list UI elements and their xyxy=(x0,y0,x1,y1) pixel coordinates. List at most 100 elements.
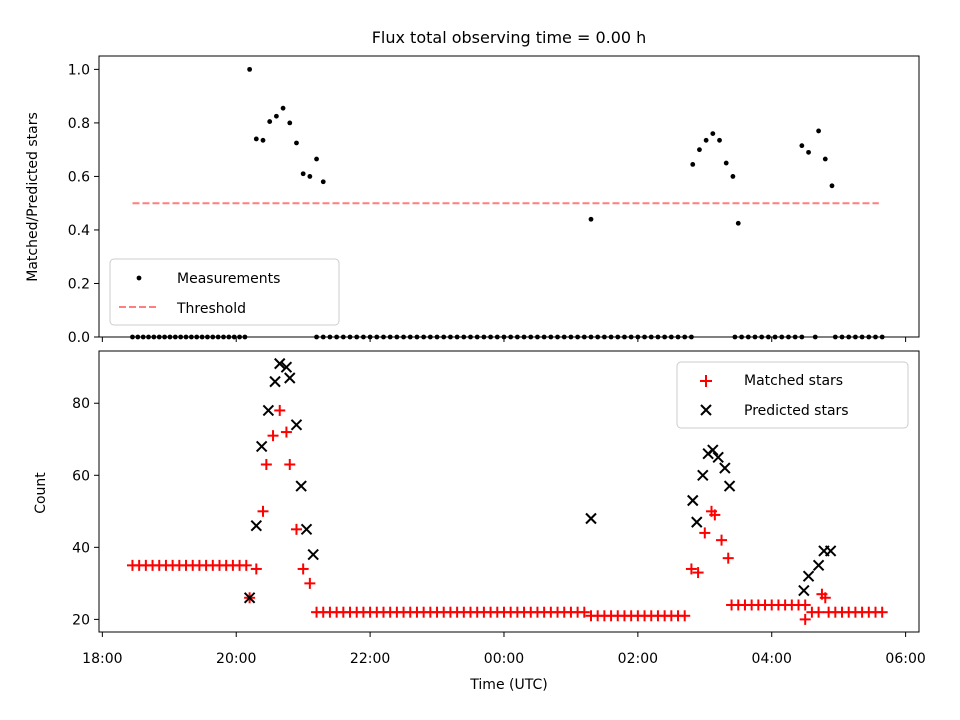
measurement-point xyxy=(468,334,473,340)
predicted-star-point xyxy=(687,494,699,507)
top-legend: Measurements Threshold xyxy=(109,258,340,326)
measurement-point xyxy=(703,137,709,143)
predicted-star-point xyxy=(697,469,709,481)
measurement-point xyxy=(859,334,865,340)
matched-star-point xyxy=(290,523,302,535)
measurement-point xyxy=(361,334,366,340)
measurement-point xyxy=(178,334,184,340)
measurement-point xyxy=(188,334,194,340)
measurement-point xyxy=(474,334,480,340)
predicted-star-point xyxy=(707,444,719,456)
measurement-point xyxy=(648,334,654,340)
x-axis-label: Time (UTC) xyxy=(469,677,547,693)
matched-star-point xyxy=(685,563,697,575)
measurement-point xyxy=(381,334,386,340)
measurement-point xyxy=(839,334,845,340)
matched-star-point xyxy=(709,509,721,521)
measurement-point xyxy=(401,334,406,340)
predicted-star-point-b xyxy=(250,520,263,532)
matched-star-point xyxy=(585,610,597,622)
top-y-tick-label: 1.0 xyxy=(68,62,90,78)
measurement-point xyxy=(535,334,540,340)
top-y-tick-label: 0.0 xyxy=(68,330,90,346)
measurement-point xyxy=(140,334,146,340)
matched-star-point xyxy=(699,527,711,539)
measurement-point xyxy=(494,334,500,340)
measurement-point xyxy=(662,334,668,340)
measurement-point xyxy=(354,334,360,340)
bottom-y-axis-label: Count xyxy=(33,472,49,514)
measurement-point xyxy=(320,179,326,185)
measurement-point xyxy=(829,183,835,189)
predicted-star-point xyxy=(691,516,703,528)
measurement-point xyxy=(628,334,634,340)
predicted-star-point-b xyxy=(812,559,825,572)
measurement-point xyxy=(806,149,811,155)
matched-star-point xyxy=(876,606,888,618)
matched-star-point xyxy=(716,534,728,546)
measurement-point xyxy=(347,334,353,340)
measurement-point xyxy=(205,334,210,340)
predicted-star-point-b xyxy=(798,584,810,597)
bottom-x-tick-label: 02:00 xyxy=(618,651,658,667)
predicted-star-point-b xyxy=(290,419,303,431)
matched-star-point xyxy=(578,606,590,618)
predicted-star-point xyxy=(802,570,815,582)
measurement-point xyxy=(682,334,688,340)
predicted-star-point xyxy=(295,480,307,492)
predicted-star-point-b xyxy=(300,523,313,536)
measurement-point xyxy=(307,174,313,179)
measurement-point xyxy=(242,334,248,340)
chart-title: Flux total observing time = 0.00 h xyxy=(372,28,647,47)
predicted-star-point xyxy=(290,419,303,431)
predicted-star-point-b xyxy=(307,548,319,561)
measurement-point xyxy=(786,334,791,340)
measurement-point xyxy=(427,334,433,340)
matched-star-point xyxy=(274,404,286,416)
bottom-axes-frame xyxy=(98,350,920,633)
predicted-star-point xyxy=(798,584,810,597)
bottom-x-tick-label: 18:00 xyxy=(82,651,122,667)
predicted-star-point-b xyxy=(255,440,268,453)
measurement-point xyxy=(394,334,400,340)
measurement-point xyxy=(689,334,694,340)
predicted-star-point-b xyxy=(243,592,256,604)
measurement-point xyxy=(327,334,333,340)
measurement-point xyxy=(812,334,818,340)
top-y-tick-label: 0.2 xyxy=(68,276,90,292)
measurement-point xyxy=(822,156,828,162)
measurement-point xyxy=(334,334,340,340)
measurement-point xyxy=(853,334,858,340)
bottom-x-ticks: 18:00 20:00 22:00 00:00 02:00 04:00 06:00 xyxy=(82,632,926,667)
predicted-star-point xyxy=(812,559,825,572)
measurement-point xyxy=(294,140,299,146)
measurement-point xyxy=(231,334,237,340)
measurement-point xyxy=(387,334,393,340)
predicted-star-point xyxy=(262,404,275,417)
bottom-panel: 20 40 60 80 18:00 20:00 22:00 00:00 02:00 04:00 0… xyxy=(33,350,926,693)
predicted-star-point xyxy=(723,480,736,492)
bottom-y-tick-label: 20 xyxy=(72,612,90,628)
matched-star-point xyxy=(284,458,296,470)
measurement-point xyxy=(745,334,751,340)
predicted-star-point-b xyxy=(723,480,736,492)
matched-star-point xyxy=(819,592,831,604)
measurement-point xyxy=(514,334,520,340)
measurement-point xyxy=(595,334,601,340)
measurement-point xyxy=(300,171,306,177)
measurement-point xyxy=(873,334,878,340)
bottom-x-tick-label: 06:00 xyxy=(885,651,925,667)
measurement-point xyxy=(799,334,805,340)
predicted-star-point-b xyxy=(802,570,815,582)
measurement-point xyxy=(260,137,266,143)
bottom-x-tick-label: 22:00 xyxy=(350,651,390,667)
measurement-point xyxy=(162,334,168,340)
measurement-point xyxy=(237,334,242,340)
measurement-point xyxy=(199,334,205,340)
measurement-point xyxy=(448,334,453,340)
measurement-point xyxy=(210,334,216,340)
measurement-point xyxy=(832,334,838,340)
matched-star-point xyxy=(304,577,316,589)
measurement-point xyxy=(735,220,741,226)
legend-measurements-label: Measurements xyxy=(177,271,280,287)
